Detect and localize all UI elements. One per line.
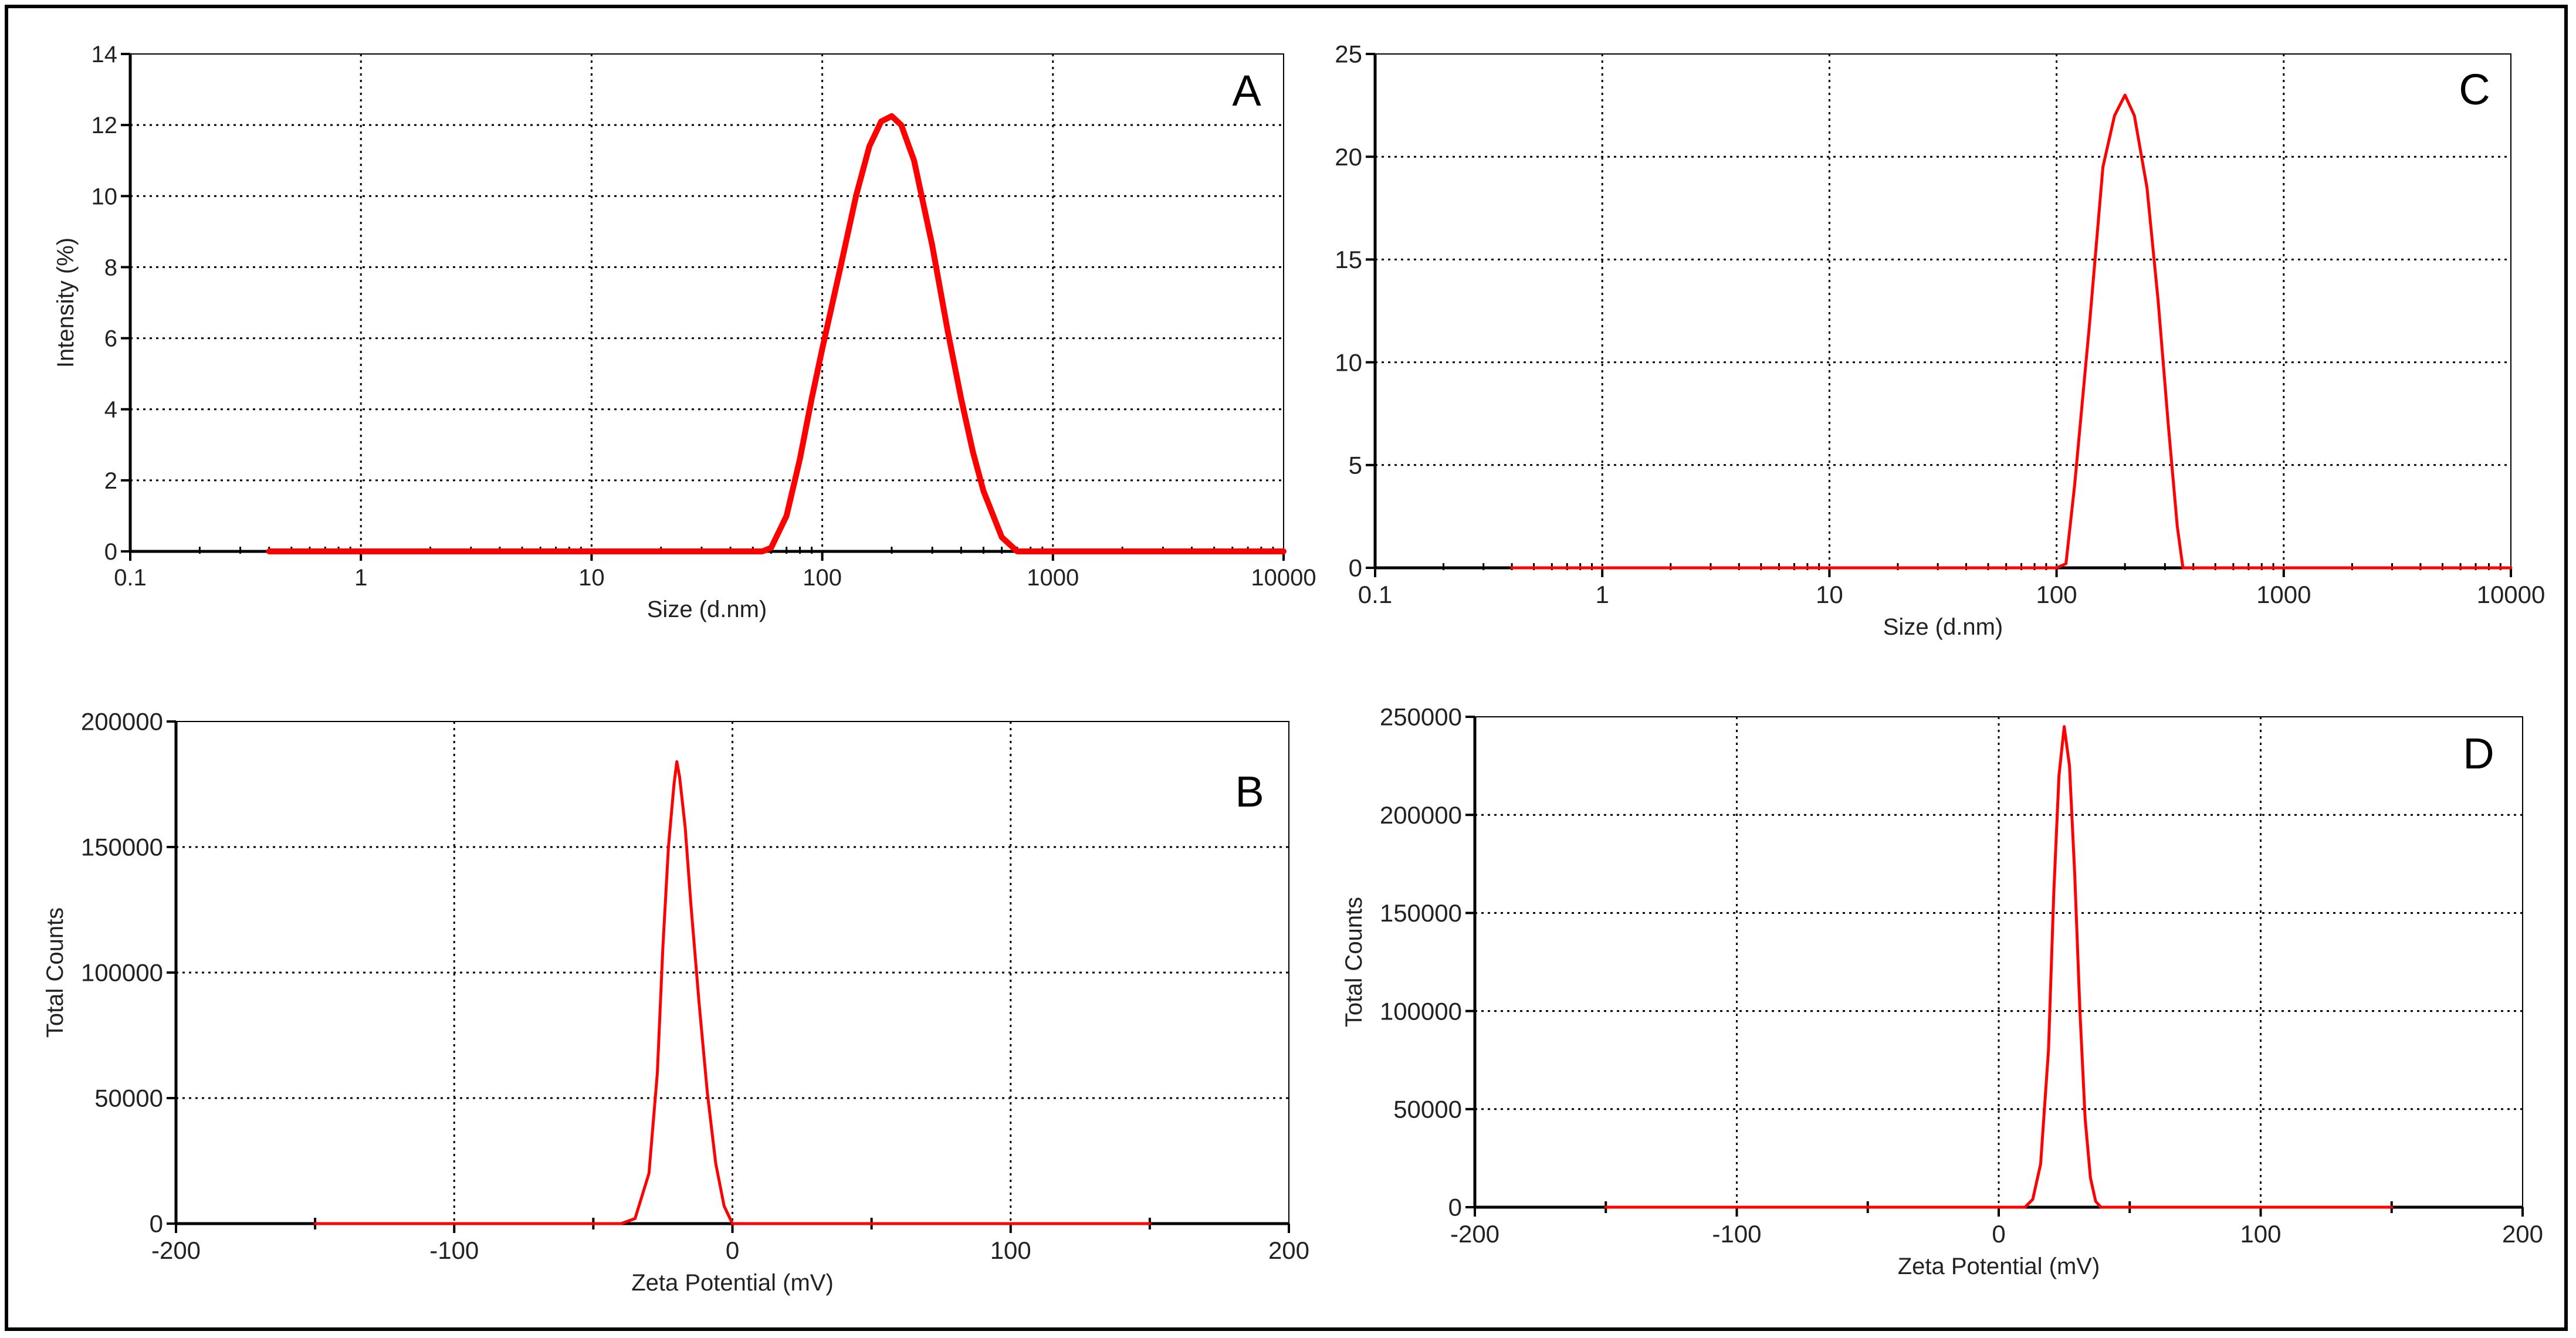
panel-d-y-tick-label: 200000 xyxy=(1380,801,1462,829)
panel-a-y-tick-label: 6 xyxy=(104,326,117,352)
panel-c-y-tick-label: 15 xyxy=(1335,246,1362,273)
panel-d-y-tick-label: 50000 xyxy=(1393,1096,1462,1123)
panel-a-letter: A xyxy=(1232,66,1261,115)
panel-c-plot-frame xyxy=(1375,53,2511,568)
panel-a-y-tick-label: 14 xyxy=(92,42,118,67)
panel-c-y-tick-label: 10 xyxy=(1335,348,1362,376)
panel-d-y-tick-label: 100000 xyxy=(1380,997,1462,1025)
panel-c-y-tick-label: 0 xyxy=(1349,554,1362,582)
panel-c-y-tick-label: 5 xyxy=(1349,452,1362,479)
panel-b-x-tick-label: 200 xyxy=(1268,1237,1309,1264)
panel-d-x-tick-label: -200 xyxy=(1450,1220,1499,1248)
panel-c-x-tick-label: 10000 xyxy=(2477,581,2545,608)
panel-a-y-tick-label: 2 xyxy=(104,468,117,494)
panel-a-x-tick-label: 10 xyxy=(578,565,605,591)
panel-a-x-tick-label: 0.1 xyxy=(114,565,147,591)
panel-b-letter: B xyxy=(1235,767,1264,816)
panel-d-x-tick-label: 200 xyxy=(2502,1220,2543,1248)
panel-d-x-tick-label: -100 xyxy=(1712,1220,1761,1248)
panel-a-y-tick-label: 0 xyxy=(104,539,117,565)
panel-b-y-tick-label: 150000 xyxy=(81,834,163,861)
panel-b-x-tick-label: -200 xyxy=(151,1237,201,1264)
panel-b-y-axis-title: Total Counts xyxy=(42,907,68,1038)
panel-c-x-tick-label: 100 xyxy=(2036,581,2077,608)
panel-c-series-line xyxy=(1510,93,2513,570)
panel-a-y-tick-label: 8 xyxy=(104,255,117,280)
panel-d-x-tick-label: 0 xyxy=(1992,1220,2005,1248)
figure-border xyxy=(5,5,2568,1331)
panel-c-letter: C xyxy=(2459,65,2490,114)
panel-c-x-tick-label: 1000 xyxy=(2256,581,2311,608)
panel-b-x-tick-label: -100 xyxy=(429,1237,479,1264)
panel-b-x-axis-title: Zeta Potential (mV) xyxy=(631,1270,834,1296)
panel-c-x-tick-label: 1 xyxy=(1596,581,1609,608)
panel-a-x-tick-label: 1000 xyxy=(1027,565,1079,591)
panel-c-x-tick-label: 10 xyxy=(1816,581,1843,608)
panel-a-y-tick-label: 12 xyxy=(92,113,118,138)
panel-a-x-tick-label: 10000 xyxy=(1251,565,1316,591)
panel-d-y-axis-title: Total Counts xyxy=(1341,897,1367,1027)
panel-a-y-tick-label: 4 xyxy=(104,397,117,423)
panel-b-y-tick-label: 200000 xyxy=(81,708,163,736)
panel-c-y-tick-label: 25 xyxy=(1335,40,1362,68)
panel-a-series-line xyxy=(266,113,1287,554)
panel-a-x-axis-title: Size (d.nm) xyxy=(647,597,767,622)
panel-d-series-line xyxy=(1604,725,2394,1209)
panel-a-x-tick-label: 100 xyxy=(803,565,842,591)
panel-a-x-tick-label: 1 xyxy=(354,565,367,591)
panel-a-y-axis-title: Intensity (%) xyxy=(53,238,79,368)
panel-a-y-tick-label: 10 xyxy=(92,184,118,209)
panel-b-x-tick-label: 0 xyxy=(726,1237,739,1264)
panel-d: 0 50000 100000 150000 200000 250000 -200 -100 0 1… xyxy=(1341,703,2543,1279)
panel-a: 0 2 4 6 8 10 12 14 0.1 1 10 100 1000 10000 Size (d.nm)… xyxy=(53,42,1316,622)
panel-d-x-axis-title: Zeta Potential (mV) xyxy=(1898,1254,2100,1279)
panel-b: 0 50000 100000 150000 200000 -200 -100 0 100 200 Z… xyxy=(42,708,1309,1296)
panel-d-y-tick-label: 150000 xyxy=(1380,899,1462,927)
panel-b-x-tick-label: 100 xyxy=(990,1237,1031,1264)
panel-c-x-axis-title: Size (d.nm) xyxy=(1883,614,2003,640)
panel-b-y-tick-label: 50000 xyxy=(94,1085,163,1112)
panel-d-y-tick-label: 250000 xyxy=(1380,703,1462,731)
panel-c: 0 5 10 15 20 25 0.1 1 10 100 1000 10000 Size (d.nm) C xyxy=(1335,40,2545,640)
panel-c-x-tick-label: 0.1 xyxy=(1358,581,1392,608)
panel-b-series-line xyxy=(313,760,1152,1225)
panel-d-letter: D xyxy=(2463,729,2494,778)
panel-d-x-tick-label: 100 xyxy=(2240,1220,2281,1248)
panel-d-y-tick-label: 0 xyxy=(1448,1194,1462,1221)
panel-a-plot-frame xyxy=(130,53,1284,552)
panel-b-y-tick-label: 0 xyxy=(150,1210,163,1238)
panel-c-y-tick-label: 20 xyxy=(1335,143,1362,171)
panel-b-y-tick-label: 100000 xyxy=(81,959,163,987)
